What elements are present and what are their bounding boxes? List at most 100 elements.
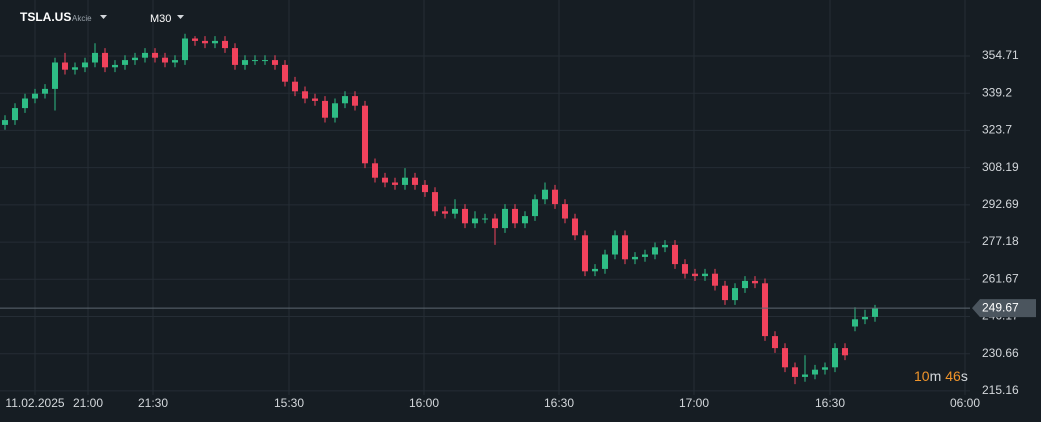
candle-body (762, 283, 768, 337)
instrument-type: Akcie (72, 14, 92, 23)
y-tick-label: 323.7 (982, 123, 1012, 137)
candle-body (22, 98, 28, 109)
candle-body (92, 52, 98, 63)
candle-body (282, 64, 288, 82)
candle-body (392, 182, 398, 185)
candle-body (652, 247, 658, 255)
candle-body (332, 103, 338, 118)
candle-body (642, 254, 648, 257)
candle-body (402, 177, 408, 185)
candle-body (562, 204, 568, 219)
last-price-label: 249.67 (982, 300, 1019, 314)
candle-body (112, 64, 118, 68)
candle-body (32, 93, 38, 99)
candle-body (182, 38, 188, 61)
candle-body (322, 100, 328, 118)
candle-body (622, 235, 628, 260)
candle-body (742, 280, 748, 289)
candle-body (722, 285, 728, 301)
candle-body (252, 60, 258, 62)
candle-body (412, 177, 418, 185)
y-tick-label: 261.67 (982, 271, 1019, 285)
candle-body (692, 273, 698, 277)
candle-body (232, 48, 238, 65)
candle-body (852, 319, 858, 327)
candle-body (862, 316, 868, 320)
candle-body (142, 52, 148, 58)
candle-body (502, 208, 508, 229)
candle-body (872, 308, 878, 317)
candle-body (732, 288, 738, 301)
candle-body (172, 60, 178, 63)
candle-body (262, 60, 268, 62)
countdown: 10m 46s (914, 368, 968, 384)
candle-body (62, 62, 68, 70)
candle-body (342, 96, 348, 104)
candle-body (752, 280, 758, 284)
candle-body (812, 369, 818, 375)
candle-body (122, 60, 128, 65)
candle-body (362, 105, 368, 164)
y-tick-label: 277.18 (982, 234, 1019, 248)
axes: 354.71 339.2 323.7 308.19 292.69 277.18 261.67… (0, 48, 1036, 410)
timeframe[interactable]: M30 (150, 13, 171, 25)
x-tick-label: 16:00 (409, 396, 439, 410)
candle-body (72, 67, 78, 70)
candle-body (822, 367, 828, 370)
y-tick-label: 230.66 (982, 346, 1019, 360)
candle-body (802, 374, 808, 377)
candle-body (12, 108, 18, 121)
x-tick-label: 06:00 (950, 396, 980, 410)
countdown-unit: s (961, 368, 968, 384)
candle-body (512, 208, 518, 224)
candle-body (702, 273, 708, 277)
candle-body (422, 184, 428, 193)
candle-body (192, 38, 198, 41)
y-tick-label: 215.16 (982, 383, 1019, 397)
candle-body (132, 57, 138, 61)
x-tick-label: 17:00 (679, 396, 709, 410)
candle-body (832, 348, 838, 368)
candle-body (782, 348, 788, 368)
y-tick-label: 339.2 (982, 85, 1012, 99)
candle-body (242, 60, 248, 65)
y-tick-label: 292.69 (982, 197, 1019, 211)
candle-body (492, 218, 498, 229)
x-tick-label: 16:30 (815, 396, 845, 410)
candle-body (292, 81, 298, 92)
candle-body (442, 211, 448, 214)
candle-body (432, 192, 438, 212)
candle-body (372, 163, 378, 178)
candle-body (352, 96, 358, 106)
candle-body (842, 348, 848, 356)
candle-body (222, 40, 228, 49)
candle-body (712, 273, 718, 286)
candle-body (552, 189, 558, 205)
symbol-dropdown[interactable] (100, 15, 107, 19)
candle-body (212, 40, 218, 44)
y-tick-label: 354.71 (982, 48, 1019, 62)
candle-body (272, 60, 278, 65)
candle-body (482, 218, 488, 220)
candle-body (602, 254, 608, 269)
symbol[interactable]: TSLA.US (20, 10, 71, 24)
candle-body (632, 256, 638, 260)
candle-body (472, 218, 478, 224)
candle-body (522, 216, 528, 224)
candle-body (162, 57, 168, 63)
candle-body (542, 189, 548, 200)
timeframe-dropdown[interactable] (177, 15, 184, 19)
candle-body (2, 120, 8, 125)
x-tick-label: 21:30 (138, 396, 168, 410)
candle-body (52, 62, 58, 89)
candle-body (612, 235, 618, 255)
x-tick-label: 15:30 (274, 396, 304, 410)
countdown-seconds: 46 (945, 368, 961, 384)
candle-body (102, 52, 108, 68)
countdown-minutes: 10 (914, 368, 930, 384)
last-price-box (972, 299, 1036, 318)
candle-body (792, 367, 798, 377)
candle-body (382, 177, 388, 183)
